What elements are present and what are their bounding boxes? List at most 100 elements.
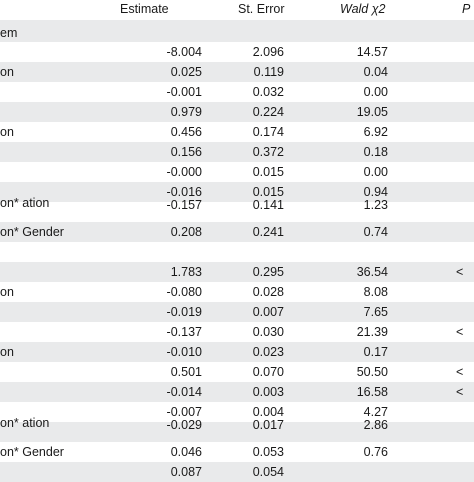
table-row: 0.156 0.372 0.18	[0, 142, 474, 162]
cell-estimate: 0.208	[170, 225, 202, 239]
cell-st-error: 0.174	[252, 125, 284, 139]
cell-st-error: 0.372	[252, 145, 284, 159]
cell-wald: 19.05	[356, 105, 388, 119]
cell-estimate: 0.501	[170, 365, 202, 379]
cell-estimate: -8.004	[166, 45, 202, 59]
table-row: -0.001 0.032 0.00	[0, 82, 474, 102]
cell-estimate: 0.979	[170, 105, 202, 119]
header-st-error: St. Error	[238, 2, 285, 16]
cell-estimate: -0.080	[166, 285, 202, 299]
cell-wald: 0.17	[363, 345, 388, 359]
table-row: on 0.025 0.119 0.04	[0, 62, 474, 82]
cell-st-error: 0.241	[252, 225, 284, 239]
cell-label: on* ation	[0, 416, 50, 430]
cell-wald: 0.04	[363, 65, 388, 79]
cell-st-error: 0.028	[252, 285, 284, 299]
table-row: -0.137 0.030 21.39 <	[0, 322, 474, 342]
cell-p: <	[456, 325, 464, 339]
cell-estimate: -0.001	[166, 85, 202, 99]
cell-label: on* ation	[0, 196, 50, 210]
table-row: -0.007 0.004 4.27	[0, 402, 474, 422]
table-row: 1.783 0.295 36.54 <	[0, 262, 474, 282]
cell-st-error: 0.224	[252, 105, 284, 119]
cell-estimate: -0.007	[166, 405, 202, 419]
table-row	[0, 242, 474, 262]
cell-label: on	[0, 285, 14, 299]
cell-estimate: -0.157	[166, 198, 202, 212]
cell-estimate: -0.137	[166, 325, 202, 339]
cell-wald: 1.23	[363, 198, 388, 212]
cell-st-error: 2.096	[252, 45, 284, 59]
cell-st-error: 0.015	[252, 185, 284, 199]
cell-st-error: 0.023	[252, 345, 284, 359]
table-row: -0.019 0.007 7.65	[0, 302, 474, 322]
table-row: 0.501 0.070 50.50 <	[0, 362, 474, 382]
cell-estimate: 0.456	[170, 125, 202, 139]
cell-st-error: 0.070	[252, 365, 284, 379]
cell-wald: 0.74	[363, 225, 388, 239]
cell-estimate: 0.025	[170, 65, 202, 79]
cell-st-error: 0.141	[252, 198, 284, 212]
cell-wald: 16.58	[356, 385, 388, 399]
cell-st-error: 0.032	[252, 85, 284, 99]
cell-wald: 50.50	[356, 365, 388, 379]
table-row: em	[0, 20, 474, 42]
table-header: Estimate St. Error Wald χ2 P	[0, 0, 474, 21]
cell-wald: 7.65	[363, 305, 388, 319]
cell-st-error: 0.054	[252, 465, 284, 479]
cell-p: <	[456, 385, 464, 399]
header-wald: Wald χ2	[340, 2, 386, 16]
cell-estimate: 0.156	[170, 145, 202, 159]
table-row: 0.087 0.054	[0, 462, 474, 482]
cell-p: <	[456, 265, 464, 279]
cell-st-error: 0.015	[252, 165, 284, 179]
cell-label: on	[0, 345, 14, 359]
cell-p: <	[456, 365, 464, 379]
cell-estimate: -0.019	[166, 305, 202, 319]
table-row: -8.004 2.096 14.57	[0, 42, 474, 62]
cell-estimate: -0.029	[166, 418, 202, 432]
cell-estimate: -0.010	[166, 345, 202, 359]
cell-wald: 4.27	[363, 405, 388, 419]
table-row: on 0.456 0.174 6.92	[0, 122, 474, 142]
cell-estimate: -0.014	[166, 385, 202, 399]
table-row: -0.000 0.015 0.00	[0, 162, 474, 182]
cell-wald: 8.08	[363, 285, 388, 299]
cell-estimate: 0.046	[170, 445, 202, 459]
table-row: on* ation -0.029 0.017 2.86	[0, 416, 474, 442]
cell-st-error: 0.017	[252, 418, 284, 432]
cell-st-error: 0.007	[252, 305, 284, 319]
cell-wald: 0.18	[363, 145, 388, 159]
cell-estimate: -0.000	[166, 165, 202, 179]
cell-estimate: 1.783	[170, 265, 202, 279]
cell-wald: 2.86	[363, 418, 388, 432]
cell-estimate: 0.087	[170, 465, 202, 479]
table-row: on* Gender 0.046 0.053 0.76	[0, 442, 474, 462]
cell-wald: 36.54	[356, 265, 388, 279]
table-row: -0.014 0.003 16.58 <	[0, 382, 474, 402]
cell-st-error: 0.004	[252, 405, 284, 419]
cell-wald: 14.57	[356, 45, 388, 59]
cell-wald: 0.00	[363, 165, 388, 179]
cell-label: on* Gender	[0, 445, 64, 459]
cell-label: em	[0, 26, 18, 40]
cell-estimate: -0.016	[166, 185, 202, 199]
cell-st-error: 0.003	[252, 385, 284, 399]
table-row: -0.016 0.015 0.94	[0, 182, 474, 202]
cell-wald: 0.00	[363, 85, 388, 99]
cell-st-error: 0.053	[252, 445, 284, 459]
cell-st-error: 0.030	[252, 325, 284, 339]
cell-st-error: 0.119	[253, 65, 284, 79]
cell-label: on	[0, 125, 14, 139]
cell-wald: 21.39	[356, 325, 388, 339]
cell-label: on	[0, 65, 14, 79]
header-p: P	[462, 2, 471, 16]
table-row: on* Gender 0.208 0.241 0.74	[0, 222, 474, 242]
cell-label: on* Gender	[0, 225, 64, 239]
table-row: on -0.010 0.023 0.17	[0, 342, 474, 362]
table-row: on* ation -0.157 0.141 1.23	[0, 196, 474, 222]
table-row: on -0.080 0.028 8.08	[0, 282, 474, 302]
cell-wald: 0.76	[363, 445, 388, 459]
cell-wald: 6.92	[363, 125, 388, 139]
